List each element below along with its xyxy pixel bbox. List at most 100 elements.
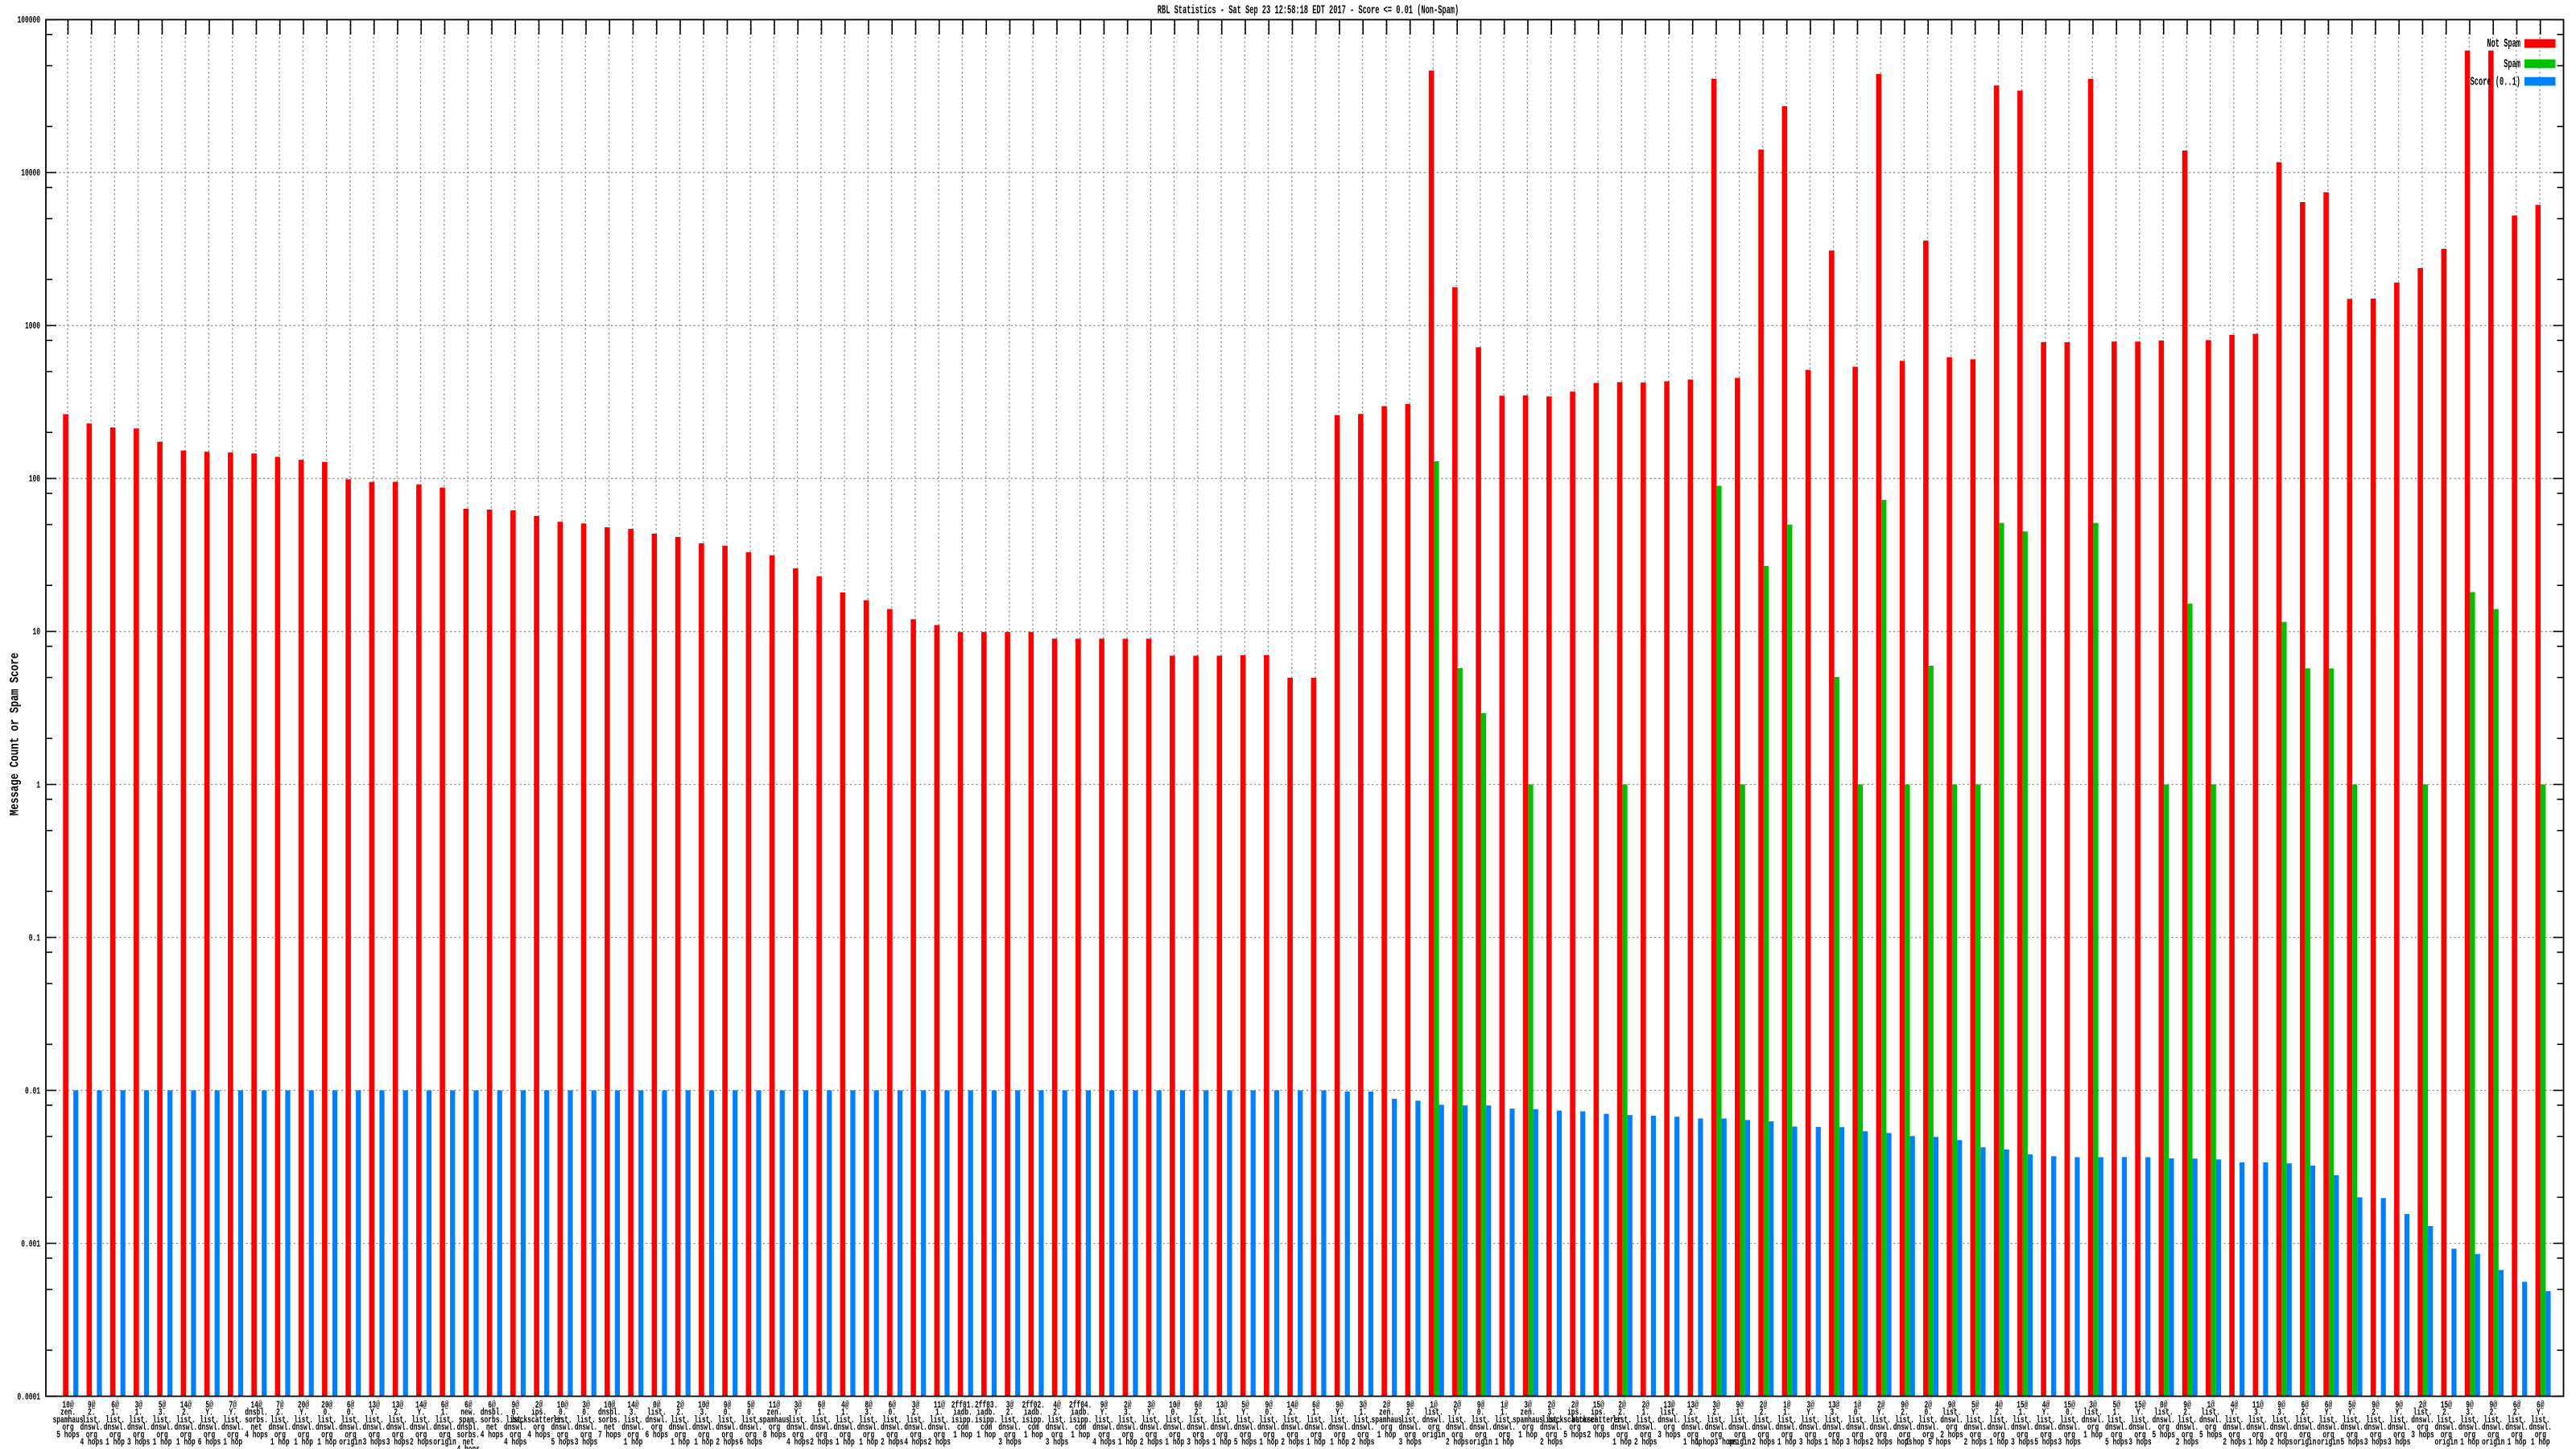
svg-text:list.: list. xyxy=(2037,1414,2056,1426)
svg-text:Y.: Y. xyxy=(417,1407,425,1418)
svg-text:list.: list. xyxy=(365,1414,384,1426)
svg-text:dnswl.: dnswl. xyxy=(1140,1422,1163,1433)
svg-text:list.: list. xyxy=(2248,1414,2268,1426)
svg-text:2.: 2. xyxy=(1689,1407,1697,1418)
svg-text:dnswl.: dnswl. xyxy=(2317,1422,2340,1433)
svg-text:list.: list. xyxy=(1989,1414,2008,1426)
svg-text:list.: list. xyxy=(2343,1414,2362,1426)
svg-text:org: org xyxy=(275,1429,286,1440)
svg-text:10@: 10@ xyxy=(557,1400,568,1411)
svg-text:org: org xyxy=(863,1429,874,1440)
svg-text:backscatterer.: backscatterer. xyxy=(512,1414,566,1426)
svg-text:1: 1 xyxy=(36,779,40,791)
svg-text:iadb.: iadb. xyxy=(1024,1407,1043,1418)
svg-text:7@: 7@ xyxy=(229,1400,237,1411)
svg-text:dnswl.: dnswl. xyxy=(716,1422,739,1433)
svg-text:org: org xyxy=(1852,1429,1863,1440)
svg-text:org: org xyxy=(1240,1429,1251,1440)
svg-text:list.: list. xyxy=(694,1414,713,1426)
svg-text:1 hop 5 hops: 1 hop 5 hops xyxy=(1905,1437,1951,1448)
svg-text:org: org xyxy=(321,1429,332,1440)
svg-text:5 hops: 5 hops xyxy=(2034,1437,2058,1448)
svg-text:dnswl.: dnswl. xyxy=(881,1422,904,1433)
svg-text:2.: 2. xyxy=(1406,1407,1414,1418)
svg-text:dnswl.: dnswl. xyxy=(928,1422,952,1433)
svg-text:9@: 9@ xyxy=(2395,1400,2403,1411)
svg-text:1 hop: 1 hop xyxy=(294,1437,313,1448)
svg-text:3@: 3@ xyxy=(1359,1400,1367,1411)
svg-text:1.: 1. xyxy=(841,1407,849,1418)
svg-text:dnswl.: dnswl. xyxy=(1657,1414,1681,1426)
svg-text:net: net xyxy=(486,1422,497,1433)
svg-text:list.: list. xyxy=(2225,1414,2244,1426)
svg-text:list.: list. xyxy=(2131,1414,2150,1426)
svg-text:dnswl.: dnswl. xyxy=(1257,1422,1281,1433)
svg-text:com: com xyxy=(980,1422,992,1433)
svg-text:1 hop: 1 hop xyxy=(1165,1437,1184,1448)
svg-text:org: org xyxy=(910,1429,921,1440)
svg-text:origin: origin xyxy=(2482,1437,2505,1448)
svg-text:dnswl.: dnswl. xyxy=(2435,1422,2458,1433)
svg-text:13@: 13@ xyxy=(392,1400,403,1411)
svg-text:ips.: ips. xyxy=(1591,1407,1606,1418)
svg-text:dnswl.: dnswl. xyxy=(2505,1422,2529,1433)
svg-text:org: org xyxy=(533,1422,544,1433)
svg-text:dnswl.: dnswl. xyxy=(2176,1422,2199,1433)
svg-text:dnswl.: dnswl. xyxy=(2058,1422,2082,1433)
svg-text:0.: 0. xyxy=(1924,1407,1932,1418)
svg-text:dnswl.: dnswl. xyxy=(269,1422,292,1433)
svg-text:list.: list. xyxy=(576,1414,596,1426)
svg-text:org: org xyxy=(2322,1429,2334,1440)
svg-text:0.: 0. xyxy=(747,1407,755,1418)
svg-text:2 hops: 2 hops xyxy=(1281,1437,1304,1448)
svg-text:5@: 5@ xyxy=(205,1400,213,1411)
svg-text:org: org xyxy=(769,1422,780,1433)
svg-text:org: org xyxy=(2087,1422,2099,1433)
svg-text:dnswl.: dnswl. xyxy=(669,1422,692,1433)
svg-text:dnswl.: dnswl. xyxy=(2011,1422,2034,1433)
svg-text:list.: list. xyxy=(1330,1414,1349,1426)
svg-text:org: org xyxy=(2370,1429,2381,1440)
svg-text:4 hops: 4 hops xyxy=(1092,1437,1116,1448)
svg-text:list.: list. xyxy=(930,1414,949,1426)
svg-text:Y.: Y. xyxy=(2348,1407,2356,1418)
svg-text:dnswl.: dnswl. xyxy=(175,1422,198,1433)
svg-text:org: org xyxy=(1428,1422,1439,1433)
svg-text:2 hops: 2 hops xyxy=(1870,1437,1893,1448)
svg-text:origin: origin xyxy=(2293,1437,2317,1448)
svg-text:3 hops: 3 hops xyxy=(2364,1437,2388,1448)
svg-text:13@: 13@ xyxy=(1828,1400,1839,1411)
svg-text:list.: list. xyxy=(718,1414,737,1426)
svg-text:list.: list. xyxy=(1141,1414,1161,1426)
svg-text:2 hops: 2 hops xyxy=(1540,1437,1563,1448)
svg-text:2@: 2@ xyxy=(1877,1400,1885,1411)
svg-text:dnswl.: dnswl. xyxy=(786,1422,810,1433)
svg-text:Y.: Y. xyxy=(2136,1407,2145,1418)
svg-text:dnswl.: dnswl. xyxy=(1234,1422,1257,1433)
svg-text:8@: 8@ xyxy=(865,1400,873,1411)
svg-text:ips.: ips. xyxy=(1567,1407,1583,1418)
svg-text:2 hops: 2 hops xyxy=(2223,1437,2246,1448)
svg-text:list.: list. xyxy=(1401,1414,1420,1426)
svg-text:2.: 2. xyxy=(1712,1407,1720,1418)
svg-text:org: org xyxy=(2464,1429,2475,1440)
svg-text:dnswl.: dnswl. xyxy=(1799,1422,1823,1433)
svg-text:dnswl.: dnswl. xyxy=(316,1422,339,1433)
svg-text:9@: 9@ xyxy=(2183,1400,2191,1411)
svg-text:2@: 2@ xyxy=(1124,1400,1132,1411)
svg-text:dnswl.: dnswl. xyxy=(127,1422,151,1433)
svg-text:list.: list. xyxy=(882,1414,902,1426)
svg-text:Y.: Y. xyxy=(1335,1407,1344,1418)
svg-text:sorbs.: sorbs. xyxy=(481,1414,504,1426)
svg-text:13@: 13@ xyxy=(1216,1400,1228,1411)
svg-text:3@: 3@ xyxy=(1712,1400,1720,1411)
svg-text:1 hop: 1 hop xyxy=(1307,1437,1326,1448)
svg-text:2 hops: 2 hops xyxy=(2176,1437,2199,1448)
svg-text:org: org xyxy=(580,1429,592,1440)
svg-text:dnswl.: dnswl. xyxy=(1917,1422,1940,1433)
svg-text:9@: 9@ xyxy=(88,1400,96,1411)
svg-text:org: org xyxy=(886,1429,898,1440)
svg-text:dnswl.: dnswl. xyxy=(740,1422,763,1433)
svg-text:5 hops: 5 hops xyxy=(1234,1437,1257,1448)
svg-text:list.: list. xyxy=(2201,1407,2220,1418)
